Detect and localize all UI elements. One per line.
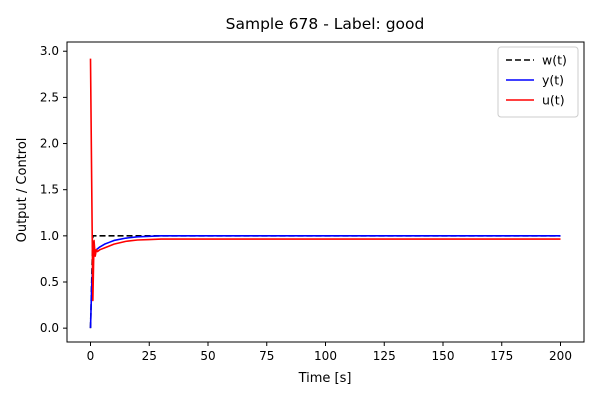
chart-title: Sample 678 - Label: good — [226, 15, 425, 33]
x-tick-label: 0 — [87, 349, 95, 363]
y-tick-label: 0.0 — [40, 321, 59, 335]
y-tick-label: 1.0 — [40, 229, 59, 243]
y-tick-label: 2.0 — [40, 137, 59, 151]
legend: w(t) y(t) u(t) — [497, 46, 579, 118]
x-tick-label: 75 — [259, 349, 274, 363]
y-tick-label: 2.5 — [40, 90, 59, 104]
x-tick-label: 150 — [432, 349, 455, 363]
y-tick-label: 1.5 — [40, 183, 59, 197]
legend-label: w(t) — [542, 53, 567, 68]
x-tick-label: 25 — [142, 349, 157, 363]
x-tick-label: 200 — [549, 349, 572, 363]
plot-area: 0 25 50 75 100 125 150 175 200 0.0 0.5 1.0 1.5 2.0 2.5… — [40, 41, 585, 363]
y-axis-label: Output / Control — [15, 138, 30, 243]
x-tick-label: 50 — [200, 349, 215, 363]
series-line-0 — [89, 235, 561, 329]
legend-label: u(t) — [542, 93, 565, 108]
y-tick-label: 0.5 — [40, 275, 59, 289]
x-tick-label: 125 — [373, 349, 396, 363]
x-axis-label: Time [s] — [298, 371, 352, 386]
x-tick-label: 100 — [314, 349, 337, 363]
y-tick-label: 3.0 — [40, 44, 59, 58]
series-line-2 — [89, 58, 561, 302]
series-line-1 — [89, 235, 561, 329]
legend-label: y(t) — [542, 73, 564, 88]
x-tick-label: 175 — [490, 349, 513, 363]
